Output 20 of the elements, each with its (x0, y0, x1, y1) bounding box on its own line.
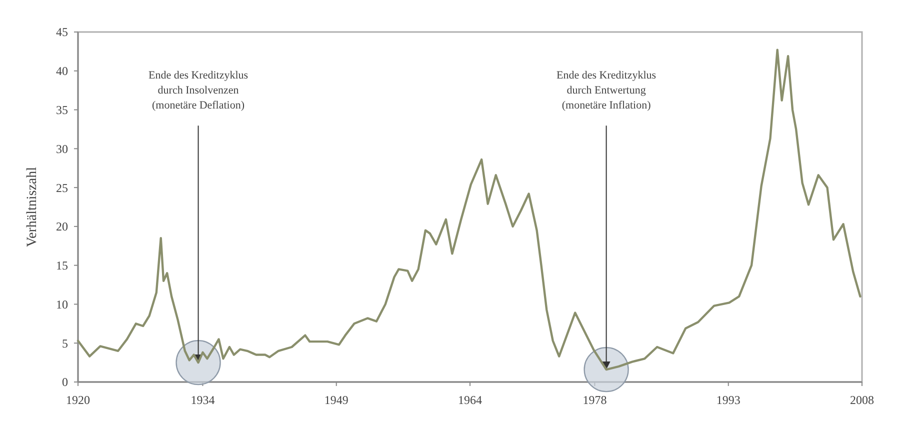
x-tick-label: 2008 (850, 393, 874, 407)
y-tick-label: 45 (56, 25, 68, 40)
y-tick-label: 20 (56, 220, 68, 234)
y-tick-label: 10 (56, 297, 68, 312)
y-tick-label: 30 (56, 142, 68, 156)
x-tick-label: 1949 (324, 393, 348, 407)
x-tick-label: 1978 (582, 393, 607, 407)
x-tick-label: 1920 (66, 393, 90, 407)
annotation: Ende des Kreditzyklus durch Entwertung (monetäre Inflation) (556, 70, 656, 112)
y-tick-label: 25 (56, 180, 68, 195)
y-tick-label: 40 (56, 64, 68, 78)
x-tick-label: 1934 (190, 393, 215, 407)
y-tick-label: 5 (62, 336, 68, 350)
x-tick-label: 1993 (716, 393, 740, 407)
x-tick-label: 1964 (458, 393, 482, 407)
y-tick-label: 35 (56, 102, 68, 117)
annotation: Ende des Kreditzyklus durch Insolvenzen (monetäre Deflation) (148, 70, 248, 112)
y-axis-title: Verhältniszahl (25, 166, 40, 248)
y-tick-label: 15 (56, 258, 68, 273)
y-tick-label: 0 (62, 375, 68, 390)
